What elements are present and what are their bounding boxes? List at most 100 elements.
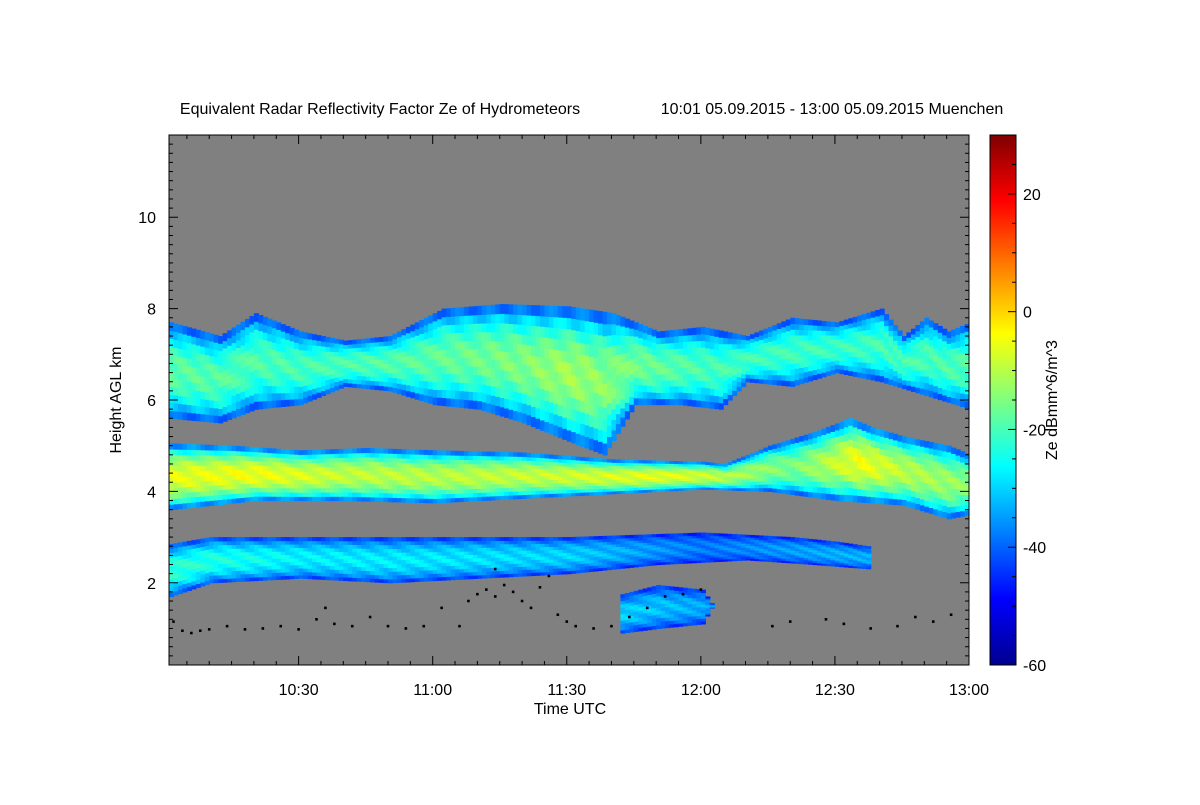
ze-cell bbox=[629, 343, 635, 352]
ze-cell bbox=[262, 461, 268, 466]
ze-cell bbox=[361, 559, 367, 564]
ze-cell bbox=[227, 479, 233, 485]
ze-cell bbox=[951, 459, 957, 466]
ze-cell bbox=[539, 347, 546, 358]
ze-cell bbox=[280, 479, 286, 484]
ze-cell bbox=[499, 397, 505, 408]
ze-cell bbox=[924, 376, 930, 384]
ze-cell bbox=[933, 379, 939, 387]
ze-cell bbox=[669, 463, 675, 467]
ze-cell bbox=[262, 347, 268, 356]
ze-cell bbox=[204, 347, 210, 356]
ze-cell bbox=[316, 475, 322, 480]
ze-cell bbox=[691, 393, 697, 401]
ze-cell bbox=[262, 452, 268, 458]
ze-cell bbox=[589, 476, 595, 480]
ze-cell bbox=[924, 447, 930, 454]
ze-cell bbox=[557, 489, 563, 494]
ze-cell bbox=[647, 372, 653, 380]
ze-cell bbox=[343, 496, 349, 502]
ze-cell bbox=[379, 474, 385, 480]
ze-cell bbox=[562, 350, 568, 363]
ze-cell bbox=[285, 487, 291, 493]
ze-cell bbox=[271, 392, 277, 401]
ze-cell bbox=[794, 357, 800, 364]
ze-cell bbox=[383, 563, 389, 568]
ze-cell bbox=[334, 554, 340, 560]
ze-cell bbox=[236, 474, 242, 480]
ze-cell bbox=[244, 474, 251, 480]
ze-cell bbox=[450, 497, 456, 503]
ze-cell bbox=[611, 485, 617, 489]
ze-cell bbox=[723, 398, 729, 406]
ze-cell bbox=[455, 398, 461, 408]
ze-cell bbox=[732, 343, 738, 350]
ze-cell bbox=[253, 496, 259, 502]
ze-cell bbox=[437, 489, 443, 495]
ze-cell bbox=[790, 466, 796, 472]
ze-cell bbox=[312, 575, 318, 580]
ze-cell bbox=[544, 368, 550, 380]
ze-cell bbox=[767, 336, 773, 342]
ze-cell bbox=[222, 574, 228, 579]
ze-cell bbox=[213, 479, 219, 486]
ze-cell bbox=[343, 491, 349, 497]
ze-cell bbox=[884, 461, 890, 469]
ze-cell bbox=[817, 486, 823, 494]
ze-cell bbox=[910, 370, 916, 377]
ze-cell bbox=[642, 478, 648, 483]
ze-cell bbox=[481, 366, 487, 377]
ze-cell bbox=[450, 373, 456, 383]
ze-cell bbox=[468, 314, 474, 325]
ze-cell bbox=[928, 471, 934, 479]
ze-cell bbox=[915, 353, 921, 360]
ze-cell bbox=[870, 458, 876, 466]
ze-cell bbox=[365, 570, 371, 575]
ze-cell bbox=[271, 465, 277, 471]
ze-cell bbox=[392, 574, 398, 580]
ze-cell bbox=[705, 475, 711, 479]
ze-cell bbox=[879, 332, 885, 340]
ze-cell bbox=[249, 460, 255, 466]
ze-cell bbox=[781, 337, 787, 344]
ze-cell bbox=[566, 429, 572, 442]
ze-cell bbox=[276, 466, 282, 471]
ze-cell bbox=[316, 547, 322, 552]
ze-cell bbox=[294, 348, 300, 356]
ze-cell bbox=[218, 372, 224, 381]
ze-cell bbox=[195, 547, 201, 552]
ze-cell bbox=[508, 479, 514, 484]
ze-cell bbox=[370, 342, 376, 347]
ze-cell bbox=[195, 390, 201, 399]
ze-cell bbox=[490, 455, 496, 461]
ze-cell bbox=[937, 332, 943, 339]
ze-cell bbox=[942, 511, 948, 519]
ze-cell bbox=[633, 473, 639, 477]
ze-cell bbox=[928, 377, 934, 385]
ze-cell bbox=[432, 381, 438, 390]
ze-cell bbox=[361, 355, 367, 360]
ze-cell bbox=[642, 484, 648, 488]
ze-cell bbox=[271, 448, 277, 454]
ze-cell bbox=[656, 478, 662, 482]
ze-cell bbox=[191, 405, 197, 414]
ze-cell bbox=[910, 473, 916, 480]
ze-cell bbox=[843, 419, 849, 428]
ze-cell bbox=[513, 314, 519, 325]
ze-cell bbox=[951, 447, 957, 454]
ze-cell bbox=[504, 389, 510, 400]
ze-cell bbox=[741, 462, 747, 466]
ze-cell bbox=[191, 548, 197, 553]
ze-cell bbox=[463, 382, 470, 392]
ze-cell bbox=[374, 552, 380, 557]
ze-cell bbox=[517, 479, 523, 484]
ze-cell bbox=[566, 306, 572, 319]
ze-cell bbox=[960, 339, 966, 347]
ze-cell bbox=[870, 427, 876, 435]
ze-cell bbox=[307, 479, 313, 485]
ze-cell bbox=[307, 475, 313, 481]
ze-cell bbox=[611, 334, 617, 346]
ze-cell bbox=[906, 356, 912, 362]
ze-cell bbox=[316, 453, 322, 459]
ze-cell bbox=[767, 350, 773, 357]
